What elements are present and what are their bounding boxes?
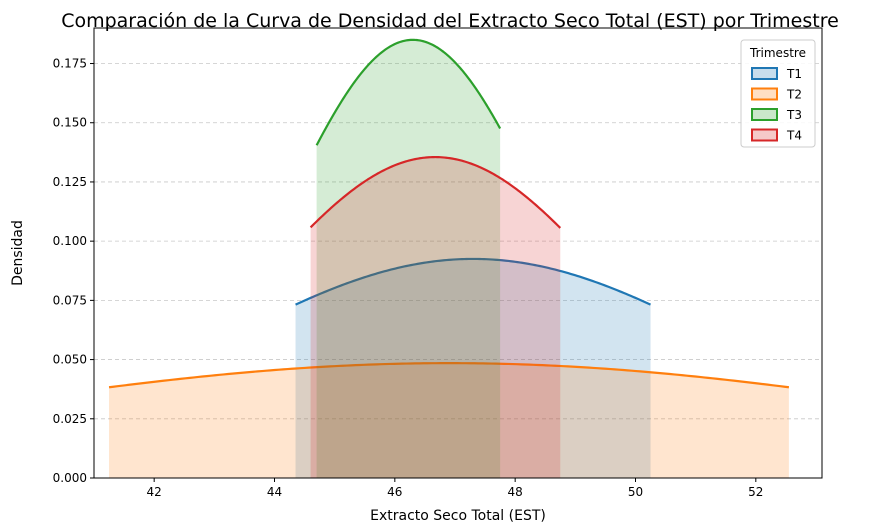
density-line-t3 [315, 38, 502, 146]
x-tick-label: 42 [147, 485, 162, 499]
y-tick-label: 0.025 [53, 412, 87, 426]
legend-items: T1 T2 T3 T4 [751, 67, 802, 143]
y-tick-label: 0.075 [53, 293, 87, 307]
y-axis-ticks: 0.000 0.025 0.050 0.075 0.100 0.125 0.150 0.175 [53, 57, 94, 485]
x-axis-ticks: 42 44 46 48 50 52 [147, 478, 763, 499]
x-tick-label: 44 [267, 485, 282, 499]
density-area-t2 [109, 363, 789, 478]
x-tick-label: 46 [387, 485, 402, 499]
density-line-t1 [295, 257, 651, 306]
density-line-t2 [108, 362, 790, 389]
x-axis-label: Extracto Seco Total (EST) [370, 508, 546, 524]
y-axis-label: Densidad [10, 220, 26, 286]
x-tick-label: 52 [748, 485, 763, 499]
legend-swatch-t4 [751, 128, 778, 142]
y-tick-label: 0.050 [53, 353, 87, 367]
density-line-t4 [309, 155, 562, 229]
x-tick-label: 50 [628, 485, 643, 499]
legend-label-t2: T2 [786, 88, 802, 102]
chart-title: Comparación de la Curva de Densidad del … [61, 10, 839, 32]
y-tick-label: 0.000 [53, 471, 87, 485]
legend-swatch-t1 [751, 67, 778, 80]
series-layer [108, 38, 790, 479]
legend-swatch-t3 [751, 108, 778, 121]
y-tick-label: 0.125 [53, 175, 87, 189]
legend: Trimestre T1 T2 T3 T4 [740, 39, 816, 148]
legend-swatch-t2 [751, 87, 778, 101]
x-tick-label: 48 [508, 485, 523, 499]
density-area-t1 [295, 258, 651, 478]
legend-label-t1: T1 [786, 67, 802, 81]
density-area-t4 [310, 157, 561, 478]
y-tick-label: 0.150 [53, 116, 87, 130]
y-tick-label: 0.100 [53, 234, 87, 248]
legend-label-t3: T3 [786, 108, 802, 122]
y-tick-label: 0.175 [53, 57, 87, 71]
plot-frame [93, 27, 823, 479]
legend-title: Trimestre [749, 46, 806, 60]
legend-label-t4: T4 [786, 129, 802, 143]
density-area-t3 [316, 39, 501, 479]
y-grid [94, 63, 822, 420]
